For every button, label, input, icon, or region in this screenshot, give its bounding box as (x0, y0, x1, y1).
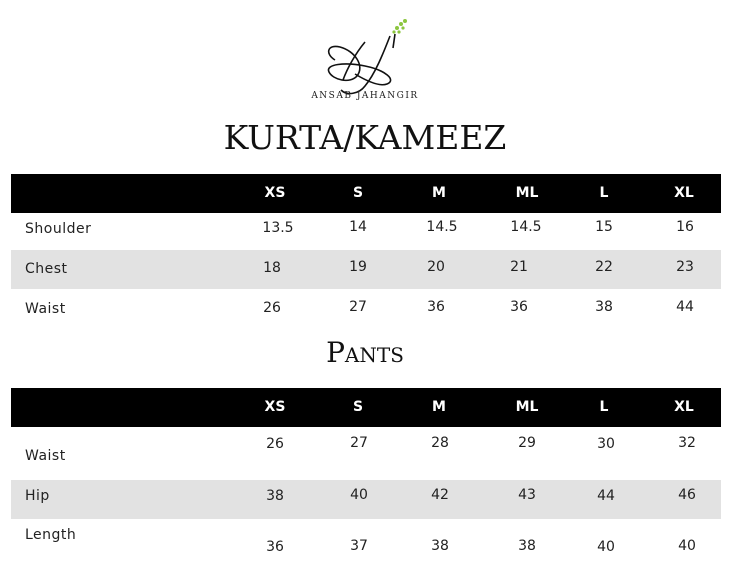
table-row: Hip 38 40 42 43 44 46 (11, 480, 721, 519)
column-header: S (352, 185, 364, 201)
cell: 26 (263, 300, 281, 316)
brand-logo-icon (327, 19, 407, 95)
cell: 44 (676, 299, 694, 315)
row-label: Length (25, 527, 77, 543)
column-header: M (432, 185, 446, 201)
cell: 14.5 (510, 219, 542, 235)
cell: 29 (518, 435, 536, 451)
cell: 30 (597, 436, 615, 452)
cell: 16 (676, 219, 694, 235)
cell: 38 (431, 538, 449, 554)
cell: 28 (431, 435, 449, 451)
cell: 15 (595, 219, 613, 235)
cell: 42 (431, 487, 449, 503)
column-header: XS (264, 185, 286, 201)
cell: 23 (676, 259, 694, 275)
table-row: Length 36 37 38 38 40 40 (11, 519, 721, 567)
cell: 19 (349, 259, 367, 275)
cell: 14.5 (426, 219, 458, 235)
column-header: S (352, 399, 364, 415)
cell: 32 (678, 435, 696, 451)
cell: 20 (427, 259, 445, 275)
cell: 38 (595, 299, 613, 315)
cell: 38 (266, 488, 284, 504)
row-label: Shoulder (25, 221, 92, 237)
cell: 36 (427, 299, 445, 315)
cell: 40 (678, 538, 696, 554)
pants-title: Pants (326, 336, 404, 369)
row-label: Hip (25, 488, 50, 504)
column-header: M (432, 399, 446, 415)
cell: 46 (678, 487, 696, 503)
pants-header-row: XS S M ML L XL (11, 388, 721, 427)
column-header: ML (515, 399, 539, 415)
cell: 38 (518, 538, 536, 554)
cell: 27 (349, 299, 367, 315)
table-row: Chest 18 19 20 21 22 23 (11, 250, 721, 289)
row-label: Waist (25, 301, 66, 317)
cell: 14 (349, 219, 367, 235)
cell: 18 (263, 260, 281, 276)
cell: 13.5 (262, 220, 294, 236)
column-header: XS (264, 399, 286, 415)
cell: 44 (597, 488, 615, 504)
cell: 36 (266, 539, 284, 555)
column-header: L (599, 185, 609, 201)
column-header: ML (515, 185, 539, 201)
column-header: L (599, 399, 609, 415)
cell: 27 (350, 435, 368, 451)
row-label: Waist (25, 448, 66, 464)
table-row: Waist 26 27 28 29 30 32 (11, 427, 721, 480)
cell: 40 (350, 487, 368, 503)
kurta-title: KURTA/KAMEEZ (223, 118, 507, 157)
cell: 26 (266, 436, 284, 452)
cell: 37 (350, 538, 368, 554)
cell: 22 (595, 259, 613, 275)
table-row: Shoulder 13.5 14 14.5 14.5 15 16 (11, 213, 721, 250)
cell: 43 (518, 487, 536, 503)
row-label: Chest (25, 261, 68, 277)
cell: 36 (510, 299, 528, 315)
cell: 21 (510, 259, 528, 275)
column-header: XL (674, 399, 694, 415)
kurta-header-row: XS S M ML L XL (11, 174, 721, 213)
brand-name: ANSAB JAHANGIR (311, 91, 419, 101)
cell: 40 (597, 539, 615, 555)
table-row: Waist 26 27 36 36 38 44 (11, 289, 721, 328)
column-header: XL (674, 185, 694, 201)
